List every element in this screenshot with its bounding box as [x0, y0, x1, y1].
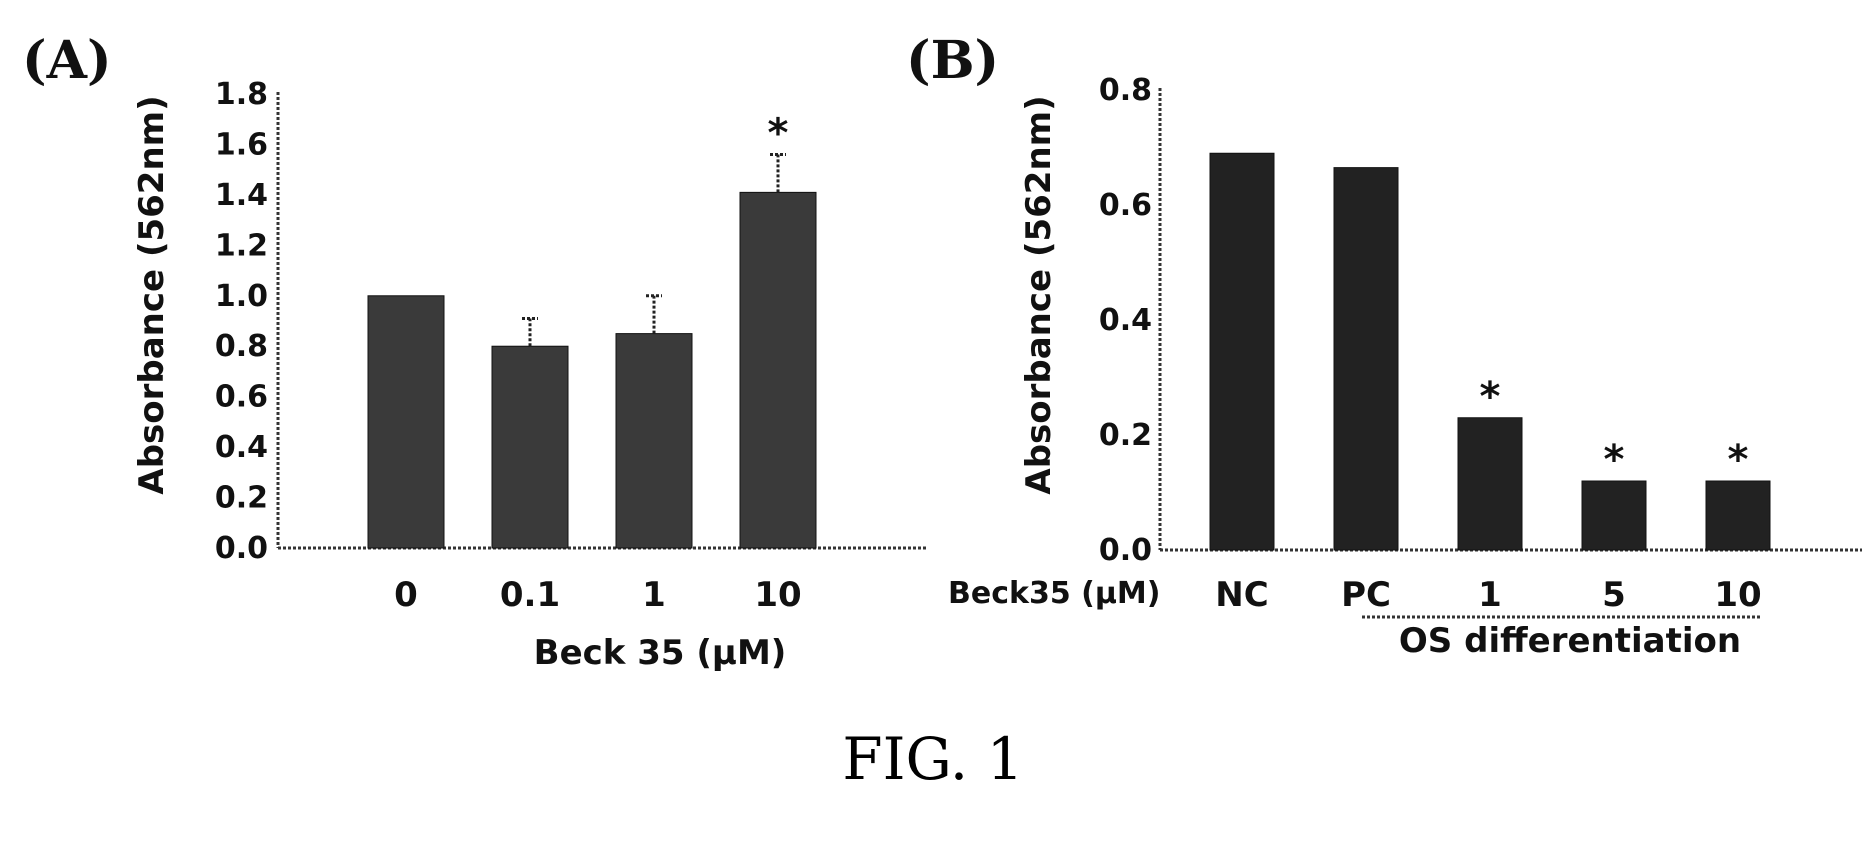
- panel-a-bars: *: [367, 111, 817, 549]
- bar: [367, 295, 445, 549]
- bar: [739, 191, 817, 549]
- panel-a-x-axis-title: Beck 35 (µM): [534, 633, 787, 673]
- panel-b-y-axis-title: Absorbance (562nm): [1019, 95, 1059, 494]
- y-tick-label: 1.0: [215, 279, 268, 314]
- bar: [615, 333, 693, 549]
- panel-a-label: (A): [22, 30, 112, 91]
- panel-a-categories: 0 0.1 1 10: [394, 575, 802, 615]
- category-label: 10: [1714, 575, 1761, 615]
- category-label: 1: [1478, 575, 1502, 615]
- panel-a: (A) Absorbance (562nm) 0.0 0.2 0.4 0.6 0.8 1.…: [22, 30, 928, 673]
- bar: [1705, 480, 1771, 551]
- category-label: 5: [1602, 575, 1626, 615]
- category-label: 10: [754, 575, 801, 615]
- panel-b-label: (B): [906, 30, 999, 91]
- bar: [1209, 152, 1275, 551]
- figure-caption: FIG. 1: [842, 725, 1024, 793]
- panel-b-categories: NC PC 1 5 10: [1215, 575, 1761, 615]
- panel-a-y-ticks: 0.0 0.2 0.4 0.6 0.8 1.0 1.2 1.4 1.6 1.8: [215, 77, 268, 566]
- panel-a-y-axis-title: Absorbance (562nm): [132, 95, 172, 494]
- y-tick-label: 0.4: [215, 430, 268, 465]
- bar: [1333, 167, 1399, 551]
- significance-marker: *: [1728, 437, 1749, 483]
- panel-b: (B) Absorbance (562nm) 0.0 0.2 0.4 0.6 0.8 *…: [906, 30, 1862, 661]
- category-label: PC: [1341, 575, 1391, 615]
- significance-marker: *: [768, 111, 789, 157]
- significance-marker: *: [1604, 437, 1625, 483]
- category-label: 0.1: [500, 575, 560, 615]
- y-tick-label: 0.2: [1099, 418, 1152, 453]
- category-label: 0: [394, 575, 418, 615]
- y-tick-label: 1.8: [215, 77, 268, 112]
- panel-b-y-ticks: 0.0 0.2 0.4 0.6 0.8: [1099, 73, 1152, 568]
- panel-b-bars: * * *: [1209, 152, 1771, 551]
- y-tick-label: 0.8: [215, 329, 268, 364]
- y-tick-label: 0.4: [1099, 303, 1152, 338]
- bar: [1457, 417, 1523, 551]
- significance-marker: *: [1480, 374, 1501, 420]
- y-tick-label: 1.2: [215, 228, 268, 263]
- bar: [491, 345, 569, 549]
- y-tick-label: 0.6: [1099, 188, 1152, 223]
- bar: [1581, 480, 1647, 551]
- y-tick-label: 0.0: [1099, 533, 1152, 568]
- y-tick-label: 0.2: [215, 481, 268, 516]
- category-label: NC: [1215, 575, 1268, 615]
- panel-b-group-label: OS differentiation: [1399, 621, 1741, 661]
- y-tick-label: 0.6: [215, 380, 268, 415]
- y-tick-label: 0.0: [215, 531, 268, 566]
- y-tick-label: 1.4: [215, 178, 268, 213]
- y-tick-label: 0.8: [1099, 73, 1152, 108]
- y-tick-label: 1.6: [215, 127, 268, 162]
- panel-b-row-label: Beck35 (µM): [948, 576, 1161, 611]
- category-label: 1: [642, 575, 666, 615]
